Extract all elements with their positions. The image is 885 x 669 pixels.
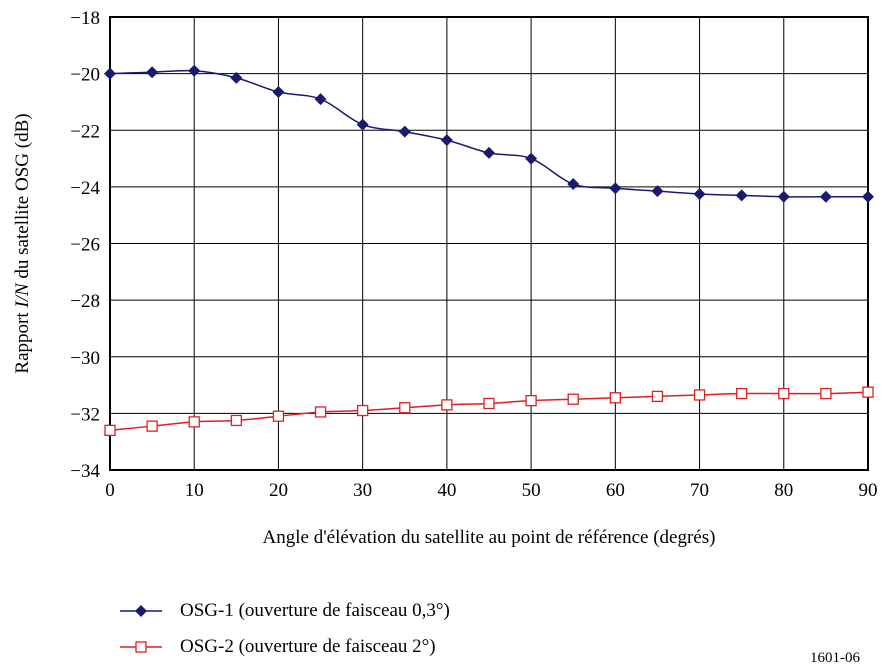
y-tick-label: −22 [70, 121, 100, 142]
data-point-osg2 [188, 416, 200, 428]
y-axis-ticks: −18 −20 −22 −24 −26 −28 −30 −32 −34 [70, 8, 100, 482]
x-axis-label: Angle d'élévation du satellite au point … [263, 527, 716, 548]
x-tick-label: 50 [522, 480, 541, 501]
data-point-osg2 [146, 420, 158, 432]
data-point-osg2 [357, 404, 369, 417]
data-point-osg1 [693, 187, 706, 200]
y-axis-label-part: Rapport [12, 308, 33, 374]
data-point-osg1 [356, 118, 369, 131]
data-point-osg2 [778, 387, 790, 400]
data-point-osg2 [862, 386, 874, 398]
data-point-osg2 [820, 387, 832, 400]
y-tick-label: −18 [70, 8, 100, 29]
figure-id: 1601-06 [810, 650, 860, 666]
legend-item-osg1: OSG-1 (ouverture de faisceau 0,3°) [120, 600, 450, 622]
y-tick-label: −32 [70, 404, 100, 425]
y-tick-label: −26 [70, 235, 100, 256]
series-layer [104, 64, 874, 437]
data-point-osg2 [609, 392, 621, 404]
x-tick-label: 70 [690, 480, 709, 501]
y-tick-label: −20 [70, 65, 100, 86]
x-tick-label: 0 [105, 480, 115, 501]
data-point-osg1 [862, 190, 874, 203]
data-point-osg1 [272, 86, 285, 99]
data-point-osg2 [399, 402, 411, 414]
legend-label-osg1: OSG-1 (ouverture de faisceau 0,3°) [180, 600, 450, 621]
data-point-osg1 [819, 190, 832, 203]
data-point-osg2 [272, 410, 285, 422]
data-point-osg2 [736, 387, 748, 400]
data-point-osg1 [230, 71, 243, 84]
data-point-osg1 [609, 182, 622, 195]
x-tick-label: 20 [269, 480, 288, 501]
data-point-osg2 [230, 414, 242, 427]
data-point-osg1 [735, 189, 748, 202]
data-point-osg2 [525, 394, 537, 407]
legend-item-osg2: OSG-2 (ouverture de faisceau 2°) [120, 636, 436, 658]
data-point-osg1 [777, 190, 790, 203]
data-point-osg2 [104, 424, 116, 437]
data-point-osg1 [398, 125, 411, 138]
data-point-osg2 [314, 406, 327, 418]
y-tick-label: −34 [70, 461, 100, 482]
legend-marker-osg1 [120, 605, 162, 617]
data-point-osg1 [525, 152, 538, 165]
x-tick-label: 60 [606, 480, 625, 501]
x-tick-label: 40 [437, 480, 456, 501]
legend-label-osg2: OSG-2 (ouverture de faisceau 2°) [180, 636, 436, 657]
data-point-osg1 [314, 93, 327, 106]
data-point-osg1 [567, 178, 580, 191]
x-axis-ticks: 0 10 20 30 40 50 60 70 80 90 [105, 480, 877, 501]
data-point-osg1 [483, 146, 495, 159]
series-line-osg1 [109, 69, 868, 198]
x-tick-label: 90 [859, 480, 878, 501]
data-point-osg2 [651, 390, 664, 403]
data-point-osg2 [567, 393, 579, 405]
data-point-osg2 [693, 389, 706, 401]
legend-marker-osg2 [120, 641, 162, 653]
data-point-osg2 [483, 397, 495, 410]
y-axis-label-part: du satellite OSG (dB) [12, 113, 33, 283]
data-point-osg1 [440, 134, 453, 147]
data-point-osg1 [651, 185, 664, 198]
x-tick-label: 30 [353, 480, 372, 501]
y-tick-label: −28 [70, 291, 100, 312]
data-point-osg2 [441, 399, 453, 411]
x-tick-label: 10 [185, 480, 204, 501]
y-tick-label: −24 [70, 178, 100, 199]
x-tick-label: 80 [774, 480, 793, 501]
data-point-osg1 [146, 66, 159, 79]
y-axis-label: Rapport I/N du satellite OSG (dB) [12, 113, 33, 373]
data-point-osg1 [104, 67, 116, 80]
plot-area [109, 16, 869, 471]
y-axis-label-italic: I/N [12, 282, 33, 309]
data-point-osg1 [188, 64, 201, 77]
y-tick-label: −30 [70, 348, 100, 369]
